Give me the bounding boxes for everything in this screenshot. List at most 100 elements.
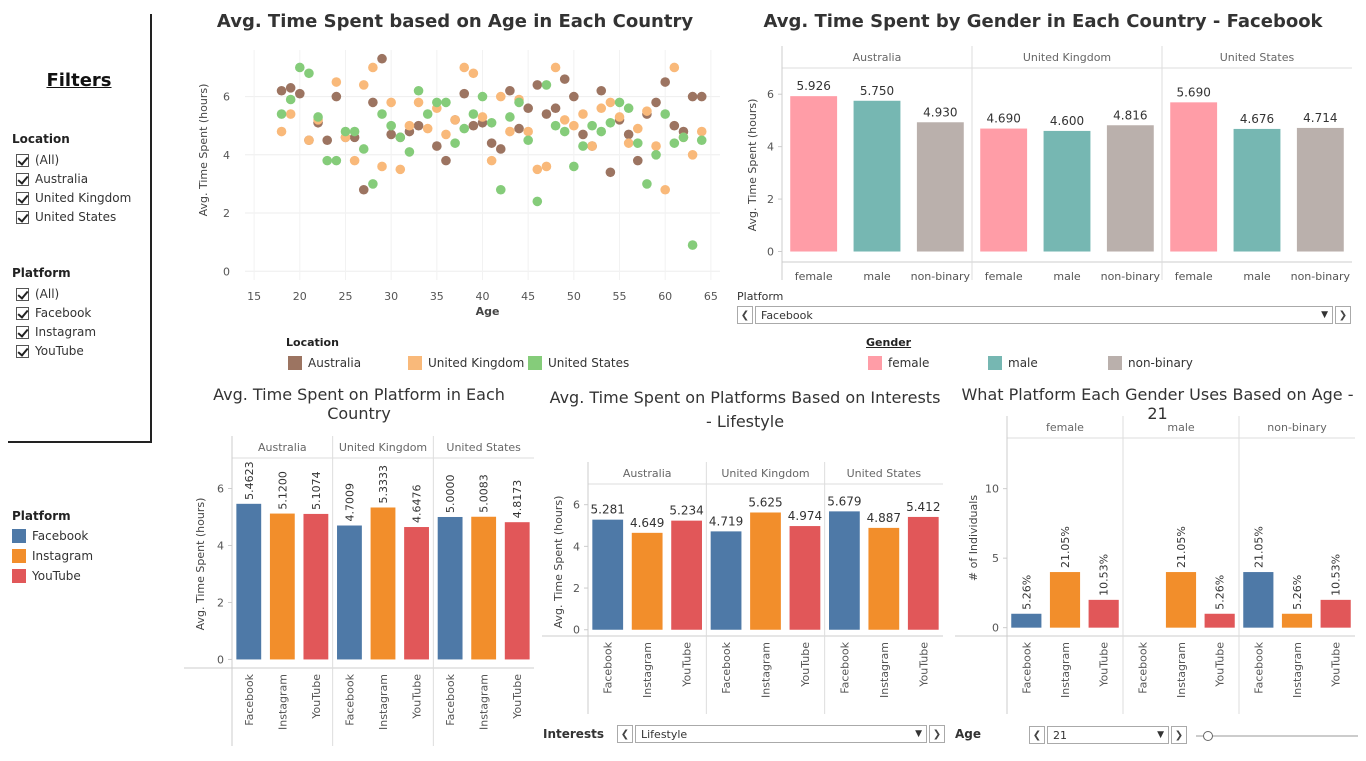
x-tick-label: 20 xyxy=(293,290,307,303)
legend-item-instagram[interactable]: Instagram xyxy=(12,547,93,565)
bar xyxy=(829,511,860,630)
scatter-point xyxy=(331,155,342,166)
x-tick-label: Facebook xyxy=(343,673,356,725)
checkbox-icon[interactable] xyxy=(16,191,29,205)
legend-item-united-states[interactable]: United States xyxy=(528,354,629,372)
checkbox-icon[interactable] xyxy=(16,210,29,224)
scatter-point xyxy=(377,109,387,119)
next-interest-button[interactable]: ❯ xyxy=(929,725,945,743)
scatter-point xyxy=(413,97,424,108)
scatter-point xyxy=(614,97,625,108)
location-filter-all[interactable]: (All) xyxy=(16,151,59,169)
data-label: 5.26% xyxy=(1020,575,1033,610)
location-filter-title: Location xyxy=(12,132,70,146)
scatter-point xyxy=(358,80,369,90)
scatter-point xyxy=(368,97,378,108)
scatter-point xyxy=(687,240,698,250)
x-tick-label: 40 xyxy=(476,290,490,303)
checkbox-icon[interactable] xyxy=(16,325,29,339)
y-tick-label: 5 xyxy=(992,552,999,565)
scatter-point xyxy=(623,138,634,148)
chevron-down-icon: ▼ xyxy=(915,729,922,739)
age-dropdown[interactable]: 21 ▼ xyxy=(1047,726,1169,744)
y-tick-label: 0 xyxy=(992,622,999,635)
age-dropdown-value: 21 xyxy=(1053,728,1067,742)
next-age-button[interactable]: ❯ xyxy=(1171,726,1187,744)
age-slider-track[interactable] xyxy=(1196,735,1358,737)
scatter-point xyxy=(642,106,652,116)
scatter-point xyxy=(623,129,634,140)
y-tick-label: 6 xyxy=(767,88,774,101)
scatter-point xyxy=(468,68,479,79)
checkbox-icon[interactable] xyxy=(16,287,29,301)
location-legend-title: Location xyxy=(286,336,339,349)
interests-control-label: Interests xyxy=(543,727,604,741)
x-tick-label: Instagram xyxy=(878,642,891,698)
scatter-point xyxy=(632,123,643,134)
legend-item-non-binary[interactable]: non-binary xyxy=(1108,354,1193,372)
age-slider-handle[interactable] xyxy=(1203,731,1213,741)
prev-age-button[interactable]: ❮ xyxy=(1029,726,1045,744)
platform-filter-youtube[interactable]: YouTube xyxy=(16,342,84,360)
legend-item-australia[interactable]: Australia xyxy=(288,354,361,372)
prev-platform-button[interactable]: ❮ xyxy=(737,306,753,324)
platform-dropdown[interactable]: Facebook ▼ xyxy=(755,306,1333,324)
y-tick-label: 2 xyxy=(223,207,230,220)
y-tick-label: 6 xyxy=(217,482,224,495)
checkbox-icon[interactable] xyxy=(16,344,29,358)
prev-interest-button[interactable]: ❮ xyxy=(617,725,633,743)
checkbox-icon[interactable] xyxy=(16,153,29,167)
scatter-point xyxy=(349,126,360,137)
location-filter-united-states[interactable]: United States xyxy=(16,208,116,226)
chevron-down-icon: ▼ xyxy=(1321,310,1328,320)
platform-filter-instagram[interactable]: Instagram xyxy=(16,323,96,341)
bar xyxy=(789,526,821,630)
bar xyxy=(1106,125,1154,252)
next-platform-button[interactable]: ❯ xyxy=(1335,306,1351,324)
scatter-point xyxy=(468,120,479,131)
x-tick-label: YouTube xyxy=(799,642,812,688)
data-label: 4.887 xyxy=(867,511,901,525)
scatter-point xyxy=(495,184,506,195)
bar xyxy=(236,503,262,660)
legend-item-united-kingdom[interactable]: United Kingdom xyxy=(408,354,524,372)
x-tick-label: 30 xyxy=(384,290,398,303)
scatter-point xyxy=(523,103,533,114)
checkbox-icon[interactable] xyxy=(16,172,29,186)
scatter-point xyxy=(368,179,378,189)
data-label: 4.7009 xyxy=(343,483,356,522)
scatter-point xyxy=(358,144,369,154)
x-tick-label: female xyxy=(985,270,1023,283)
data-label: 4.8173 xyxy=(511,480,524,519)
bar xyxy=(790,96,838,252)
x-tick-label: non-binary xyxy=(1291,270,1351,283)
platform-control-label: Platform xyxy=(737,290,784,303)
scatter-point xyxy=(358,184,369,195)
platform-country-chart-title: Avg. Time Spent on Platform in Each Coun… xyxy=(213,385,505,423)
bar xyxy=(404,527,429,660)
legend-item-youtube[interactable]: YouTube xyxy=(12,567,93,585)
checkbox-icon[interactable] xyxy=(16,306,29,320)
scatter-point xyxy=(696,126,707,137)
scatter-point xyxy=(322,155,333,166)
platform-filter-facebook[interactable]: Facebook xyxy=(16,304,91,322)
location-filter-united-kingdom[interactable]: United Kingdom xyxy=(16,189,131,207)
data-label: 4.600 xyxy=(1050,114,1084,128)
platform-filter-all[interactable]: (All) xyxy=(16,285,59,303)
bar xyxy=(1170,102,1218,252)
bar xyxy=(868,527,900,630)
y-tick-label: 0 xyxy=(573,624,580,637)
location-filter-australia[interactable]: Australia xyxy=(16,170,88,188)
legend-item-male[interactable]: male xyxy=(988,354,1038,372)
scatter-point xyxy=(623,103,634,114)
data-label: 5.4623 xyxy=(243,461,256,500)
interests-dropdown[interactable]: Lifestyle ▼ xyxy=(635,725,927,743)
y-axis-label: Avg. Time Spent (hours) xyxy=(197,84,210,217)
bar xyxy=(1049,572,1081,628)
x-tick-label: 60 xyxy=(658,290,672,303)
legend-item-female[interactable]: female xyxy=(868,354,929,372)
data-label: 5.1074 xyxy=(310,471,323,510)
y-tick-label: 0 xyxy=(767,246,774,259)
legend-item-facebook[interactable]: Facebook xyxy=(12,527,93,545)
platform-legend: Platform Facebook Instagram YouTube xyxy=(12,509,93,585)
